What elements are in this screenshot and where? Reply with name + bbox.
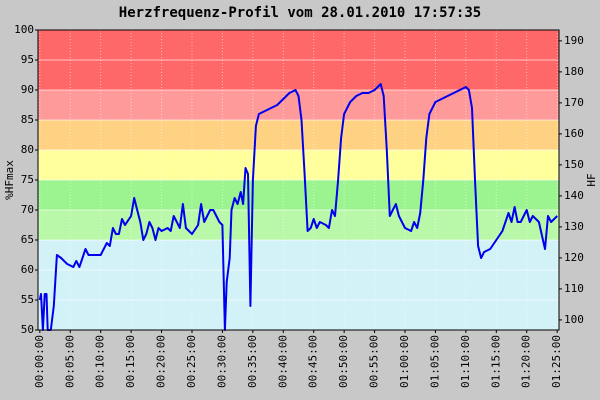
x-tick-label: 00:30:00 <box>215 335 228 388</box>
y-tick-label: 75 <box>21 173 34 186</box>
y2-tick-label: 130 <box>564 220 584 233</box>
x-tick-label: 00:15:00 <box>124 335 137 388</box>
y-tick-label: 70 <box>21 203 34 216</box>
y2-tick-label: 170 <box>564 96 584 109</box>
plot-frame <box>37 29 560 331</box>
x-tick-label: 00:55:00 <box>368 335 381 388</box>
y2-axis-label: HF <box>585 173 598 186</box>
y-tick-label: 50 <box>21 323 34 336</box>
x-tick-label: 00:10:00 <box>94 335 107 388</box>
chart-title: Herzfrequenz-Profil vom 28.01.2010 17:57… <box>119 5 481 21</box>
x-tick-label: 01:15:00 <box>489 335 502 388</box>
zone <box>38 120 559 150</box>
zone <box>38 240 559 330</box>
x-tick-label: 00:50:00 <box>337 335 350 388</box>
y2-tick-label: 100 <box>564 313 584 326</box>
x-tick-label: 01:00:00 <box>398 335 411 388</box>
x-tick-label: 00:40:00 <box>276 335 289 388</box>
y-tick-label: 95 <box>21 53 34 66</box>
x-tick-label: 00:00:00 <box>33 335 46 388</box>
y2-tick-label: 160 <box>564 127 584 140</box>
x-tick-label: 01:20:00 <box>520 335 533 388</box>
y2-tick-label: 180 <box>564 65 584 78</box>
x-tick-label: 00:45:00 <box>307 335 320 388</box>
y2-tick-label: 110 <box>564 282 584 295</box>
zone <box>38 180 559 210</box>
x-tick-label: 01:10:00 <box>459 335 472 388</box>
y-tick-label: 65 <box>21 233 34 246</box>
y-tick-label: 85 <box>21 113 34 126</box>
y-tick-label: 55 <box>21 293 34 306</box>
y2-tick-label: 140 <box>564 189 584 202</box>
y2-tick-label: 120 <box>564 251 584 264</box>
x-tick-label: 00:25:00 <box>185 335 198 388</box>
x-tick-label: 01:05:00 <box>428 335 441 388</box>
y2-tick-label: 190 <box>564 34 584 47</box>
x-tick-label: 00:20:00 <box>155 335 168 388</box>
y-tick-label: 80 <box>21 143 34 156</box>
y-axis-label: %HFmax <box>3 160 16 200</box>
y-tick-label: 90 <box>21 83 34 96</box>
y-tick-label: 100 <box>14 23 34 36</box>
y-tick-label: 60 <box>21 263 34 276</box>
x-tick-label: 00:05:00 <box>63 335 76 388</box>
zone <box>38 150 559 180</box>
x-tick-label: 00:35:00 <box>246 335 259 388</box>
zone <box>38 210 559 240</box>
y2-tick-label: 150 <box>564 158 584 171</box>
x-tick-label: 01:25:00 <box>550 335 563 388</box>
hr-line <box>38 83 558 331</box>
